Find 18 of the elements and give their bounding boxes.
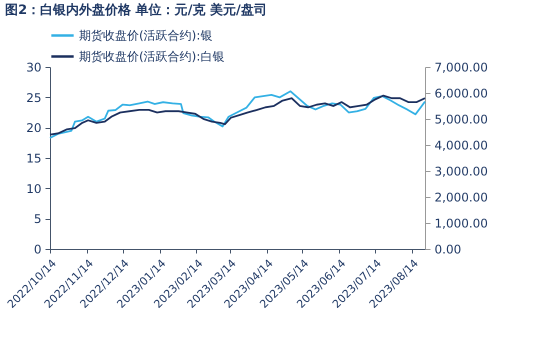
y2-tick-label: 6,000.00 <box>434 86 488 100</box>
y2-tick-label: 1,000.00 <box>434 216 488 230</box>
y2-tick-label: 7,000.00 <box>434 60 488 74</box>
legend-label: 期货收盘价(活跃合约):白银 <box>79 50 224 64</box>
y2-tick-label: 2,000.00 <box>434 190 488 204</box>
legend-label: 期货收盘价(活跃合约):银 <box>79 28 212 42</box>
y-tick-label: 30 <box>26 60 42 74</box>
y2-tick-label: 5,000.00 <box>434 112 488 126</box>
y2-tick-label: 4,000.00 <box>434 138 488 152</box>
y-tick-label: 10 <box>26 182 42 196</box>
y2-tick-label: 3,000.00 <box>434 164 488 178</box>
y-tick-label: 0 <box>34 242 42 256</box>
y2-tick-label: 0.00 <box>434 242 462 256</box>
y-tick-label: 5 <box>34 212 42 226</box>
y-tick-label: 20 <box>26 121 42 136</box>
y-tick-label: 15 <box>26 152 42 166</box>
chart-title: 图2：白银内外盘价格 单位：元/克 美元/盘司 <box>5 2 267 18</box>
y-tick-label: 25 <box>26 90 42 105</box>
